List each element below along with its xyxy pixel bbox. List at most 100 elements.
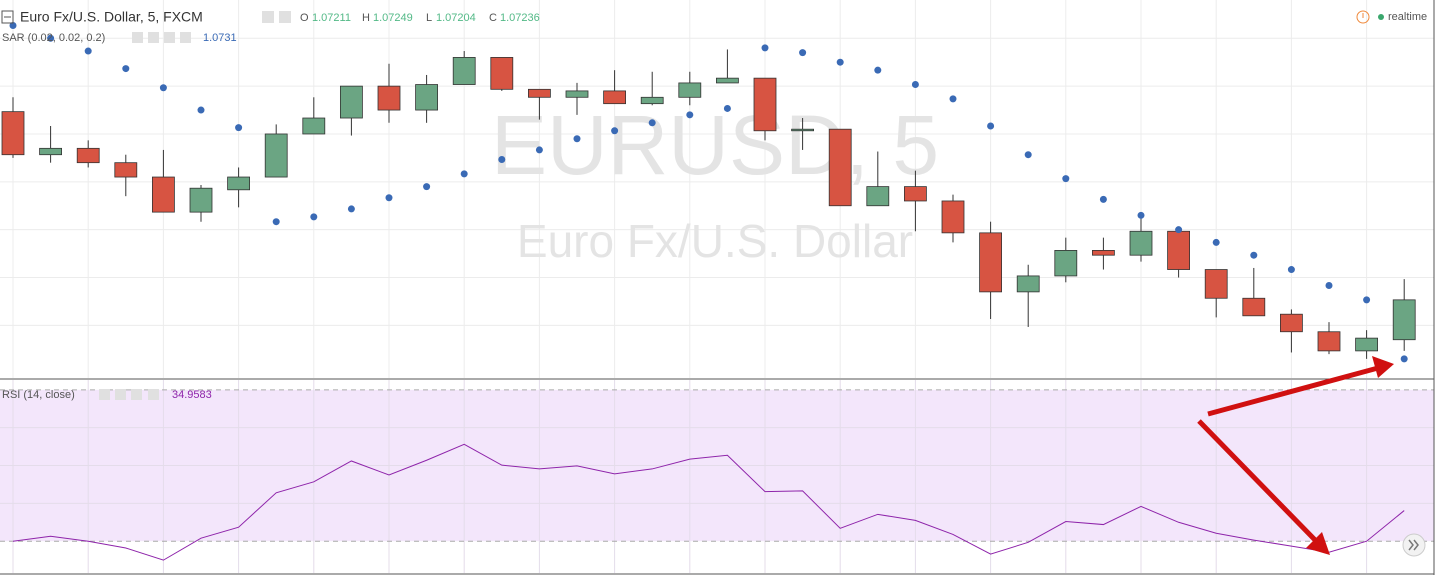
candle-body	[565, 90, 589, 98]
candle-body	[1204, 269, 1228, 299]
indicator-icon[interactable]	[148, 389, 159, 400]
candle-body	[1317, 331, 1341, 352]
sar-dot	[949, 95, 957, 103]
candle-body	[904, 186, 927, 202]
rsi-line	[12, 443, 1405, 561]
indicator-legend: RSI (14, close)	[2, 389, 75, 401]
candle-body	[227, 176, 251, 191]
sar-dot	[1363, 296, 1371, 304]
sar-dot	[84, 47, 92, 55]
sar-dot	[498, 155, 506, 163]
candle-body	[640, 96, 664, 105]
sar-dot	[460, 170, 468, 178]
indicator-icon[interactable]	[131, 389, 142, 400]
candle-body	[716, 77, 739, 84]
candle-body	[1054, 250, 1078, 277]
sar-dot	[310, 213, 318, 221]
ohlc-value: 1.07211	[312, 12, 351, 24]
candle-body	[1167, 230, 1190, 270]
candle-body	[415, 84, 439, 111]
status-dot	[1378, 14, 1384, 20]
candle-body	[302, 117, 326, 135]
sar-dot	[1325, 281, 1333, 289]
sar-dot	[1400, 355, 1408, 363]
sar-dot	[535, 146, 543, 154]
candle-body	[1355, 337, 1378, 352]
watermark: EURUSD, 5	[491, 98, 939, 192]
arrow	[1207, 365, 1379, 417]
sar-dot	[648, 119, 656, 127]
sar-dot	[1250, 251, 1258, 259]
candle-body	[76, 147, 100, 164]
candle-body	[941, 200, 965, 234]
sar-dot	[1024, 151, 1032, 159]
arrow-head	[1372, 356, 1394, 378]
settings-icon[interactable]	[279, 11, 291, 23]
candle-body	[452, 57, 476, 85]
candle-body	[1392, 299, 1416, 341]
sar-dot	[686, 111, 694, 119]
candle-body	[678, 82, 702, 98]
sar-dot	[197, 106, 205, 114]
sar-dot	[122, 65, 130, 73]
candle-body	[1242, 297, 1266, 317]
sar-dot	[9, 22, 17, 30]
sar-dot	[761, 44, 769, 52]
candle-body	[114, 162, 138, 178]
sar-dot	[1287, 266, 1295, 274]
sar-dot	[385, 194, 393, 202]
sar-dot	[723, 104, 731, 112]
sar-dot	[911, 81, 919, 89]
sar-dot	[1099, 195, 1107, 203]
annotation-arrows	[1197, 356, 1394, 555]
sar-dot	[987, 122, 995, 130]
sar-dot	[799, 49, 807, 57]
indicator-icon[interactable]	[164, 32, 175, 43]
sar-dot	[235, 124, 243, 132]
indicator-icon[interactable]	[180, 32, 191, 43]
ohlc-value: 1.07236	[500, 12, 540, 24]
sar-dot	[1137, 211, 1145, 219]
candle-body	[979, 232, 1002, 293]
arrow	[1197, 419, 1320, 545]
indicator-legend: SAR (0.02, 0.02, 0.2)	[2, 32, 105, 44]
candle-body	[39, 147, 62, 156]
watermark-subtitle: Euro Fx/U.S. Dollar	[517, 215, 913, 267]
candle-body	[189, 187, 213, 213]
sar-dot	[423, 183, 431, 191]
candle-body	[528, 88, 551, 98]
candle-body	[1092, 250, 1115, 256]
candle-body	[1, 111, 25, 156]
indicator-icon[interactable]	[99, 389, 110, 400]
ohlc-label: C	[489, 12, 497, 24]
candle-body	[490, 57, 514, 90]
warning-icon[interactable]	[1356, 10, 1370, 24]
status: realtime	[1388, 11, 1427, 23]
eye-icon[interactable]	[262, 11, 274, 23]
candle-body	[339, 85, 363, 119]
ohlc-label: O	[300, 12, 309, 24]
sar-dot	[874, 66, 882, 74]
scroll-button[interactable]	[1402, 533, 1426, 557]
candle-body	[753, 77, 777, 132]
candle-body	[828, 128, 852, 207]
chart-title: Euro Fx/U.S. Dollar, 5, FXCM	[20, 9, 203, 25]
indicator-icon[interactable]	[115, 389, 126, 400]
candle-body	[264, 133, 288, 178]
indicator-value: 1.0731	[203, 32, 237, 44]
candle-body	[151, 176, 175, 213]
scroll-icon	[1408, 539, 1419, 551]
indicator-value: 34.9583	[172, 389, 212, 401]
sar-dot	[1175, 226, 1183, 234]
ohlc-value: 1.07204	[436, 12, 476, 24]
ohlc-value: 1.07249	[373, 12, 413, 24]
candle-body	[1129, 230, 1153, 256]
candle-body	[1016, 275, 1040, 293]
indicator-icon[interactable]	[132, 32, 143, 43]
sar-dot	[573, 135, 581, 143]
ohlc-label: L	[426, 12, 432, 24]
ohlc-label: H	[362, 12, 370, 24]
indicator-icon[interactable]	[148, 32, 159, 43]
collapse-icon[interactable]	[1, 10, 14, 24]
